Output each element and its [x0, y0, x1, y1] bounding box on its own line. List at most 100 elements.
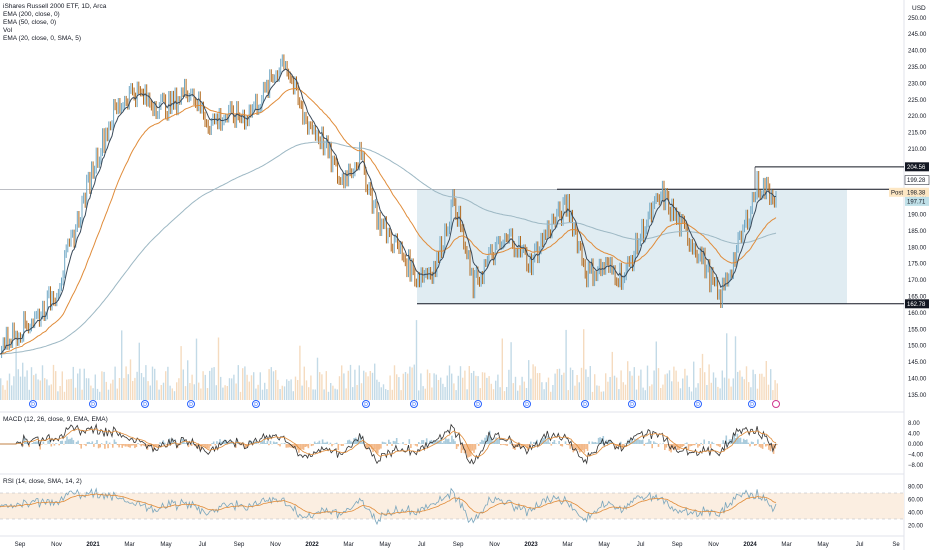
time-tick-label: Nov — [708, 542, 719, 548]
volume-bar — [185, 386, 186, 400]
macd-bar — [106, 441, 108, 444]
macd-bar — [215, 444, 217, 445]
volume-bar — [123, 378, 124, 400]
time-tick-label: Mar — [343, 542, 353, 548]
macd-bar — [666, 444, 668, 448]
volume-bar — [405, 372, 406, 400]
macd-bar — [43, 442, 45, 444]
volume-bar — [35, 374, 36, 400]
volume-bar — [132, 381, 133, 400]
volume-bar — [321, 374, 322, 400]
volume-bar — [273, 371, 274, 400]
macd-bar — [144, 444, 146, 446]
volume-bar — [539, 373, 540, 400]
macd-bar — [409, 439, 411, 444]
volume-bar — [216, 385, 217, 400]
volume-bar — [614, 376, 615, 400]
volume-bar — [242, 368, 243, 400]
macd-bar — [691, 444, 693, 446]
macd-bar — [133, 444, 135, 445]
volume-bar — [319, 372, 320, 400]
macd-bar — [136, 444, 138, 447]
time-tick-label: Jul — [637, 542, 645, 548]
volume-bar — [574, 386, 575, 400]
macd-bar — [497, 439, 499, 444]
volume-bar — [526, 388, 527, 400]
volume-bar — [323, 389, 324, 400]
volume-bar — [205, 375, 206, 400]
volume-bar — [88, 378, 89, 400]
volume-bar — [449, 366, 450, 401]
macd-bar — [745, 440, 747, 444]
volume-bar — [196, 339, 197, 400]
volume-bar — [563, 373, 564, 400]
macd-bar — [93, 444, 95, 447]
macd-bar — [129, 444, 131, 448]
volume-bar — [700, 368, 701, 400]
price-tick-label: 220.00 — [908, 114, 927, 120]
macd-tick-label: 4.00 — [908, 432, 920, 438]
volume-bar — [750, 387, 751, 400]
macd-bar — [565, 441, 567, 444]
volume-bar — [370, 371, 371, 400]
macd-bar — [418, 442, 420, 444]
volume-bar — [757, 389, 758, 400]
volume-bar — [616, 378, 617, 400]
volume-bar — [458, 376, 459, 400]
macd-bar — [549, 443, 551, 445]
volume-bar — [271, 367, 272, 400]
rsi-legend: RSI (14, close, SMA, 14, 2) — [3, 478, 82, 486]
volume-bar — [612, 352, 613, 400]
volume-bar — [625, 385, 626, 400]
volume-bar — [570, 368, 571, 400]
macd-bar — [640, 440, 642, 444]
dividend-label: D — [696, 402, 700, 408]
volume-bar — [636, 390, 637, 400]
volume-bar — [141, 373, 142, 400]
dividend-label: D — [476, 402, 480, 408]
volume-bar — [755, 374, 756, 400]
legend-volume: Vol — [3, 27, 106, 35]
volume-bar — [603, 391, 604, 400]
macd-bar — [495, 437, 497, 444]
volume-bar — [108, 390, 109, 400]
volume-bar — [680, 388, 681, 400]
volume-bar — [510, 342, 511, 400]
macd-bar — [347, 440, 349, 444]
price-tick-label: 185.00 — [908, 229, 927, 235]
dividend-label: D — [412, 402, 416, 408]
macd-bar — [592, 442, 594, 444]
macd-bar — [402, 442, 404, 444]
volume-bar — [356, 385, 357, 400]
main-legend: iShares Russell 2000 ETF, 1D, Arca EMA (… — [3, 3, 106, 43]
macd-bar — [662, 443, 664, 444]
volume-bar — [697, 383, 698, 400]
volume-bar — [689, 387, 690, 400]
macd-bar — [55, 443, 57, 444]
macd-bar — [315, 443, 317, 444]
volume-bar — [530, 379, 531, 400]
volume-bar — [332, 386, 333, 400]
volume-bar — [585, 369, 586, 400]
volume-bar — [95, 375, 96, 401]
volume-bar — [398, 377, 399, 400]
price-tag-label: 199.28 — [907, 178, 926, 184]
macd-bar — [216, 441, 218, 444]
volume-bar — [350, 365, 351, 400]
macd-bar — [103, 444, 105, 445]
macd-bar — [759, 444, 761, 447]
volume-bar — [486, 378, 487, 400]
volume-bar — [29, 390, 30, 400]
dividend-label: D — [630, 402, 634, 408]
volume-bar — [414, 365, 415, 400]
macd-bar — [232, 443, 234, 444]
volume-bar — [86, 378, 87, 400]
macd-bar — [35, 442, 37, 444]
price-axis: 250.00245.00240.00235.00230.00225.00220.… — [908, 16, 927, 399]
volume-bar — [565, 330, 566, 400]
volume-bar — [504, 391, 505, 400]
macd-bar — [319, 441, 321, 444]
volume-bar — [304, 367, 305, 400]
macd-bar — [338, 444, 340, 450]
macd-bar — [648, 439, 650, 444]
